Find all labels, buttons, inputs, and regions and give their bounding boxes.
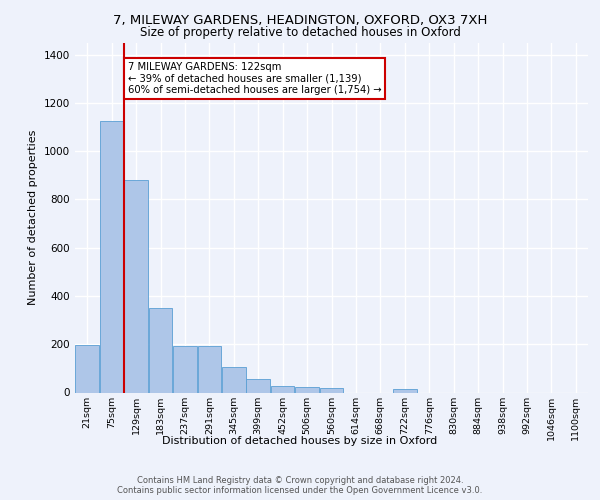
Text: 7, MILEWAY GARDENS, HEADINGTON, OXFORD, OX3 7XH: 7, MILEWAY GARDENS, HEADINGTON, OXFORD, … <box>113 14 487 27</box>
Bar <box>271 386 295 392</box>
Bar <box>76 345 99 393</box>
Text: Contains HM Land Registry data © Crown copyright and database right 2024.
Contai: Contains HM Land Registry data © Crown c… <box>118 476 482 496</box>
Bar <box>197 346 221 393</box>
Text: 7 MILEWAY GARDENS: 122sqm
← 39% of detached houses are smaller (1,139)
60% of se: 7 MILEWAY GARDENS: 122sqm ← 39% of detac… <box>128 62 381 95</box>
Text: Distribution of detached houses by size in Oxford: Distribution of detached houses by size … <box>163 436 437 446</box>
Bar <box>295 387 319 392</box>
Bar <box>100 120 124 392</box>
Bar <box>124 180 148 392</box>
Bar <box>393 389 416 392</box>
Bar <box>149 308 172 392</box>
Bar <box>247 378 270 392</box>
Bar <box>222 367 245 392</box>
Text: Size of property relative to detached houses in Oxford: Size of property relative to detached ho… <box>140 26 460 39</box>
Bar <box>173 346 197 393</box>
Y-axis label: Number of detached properties: Number of detached properties <box>28 130 38 305</box>
Bar <box>320 388 343 392</box>
